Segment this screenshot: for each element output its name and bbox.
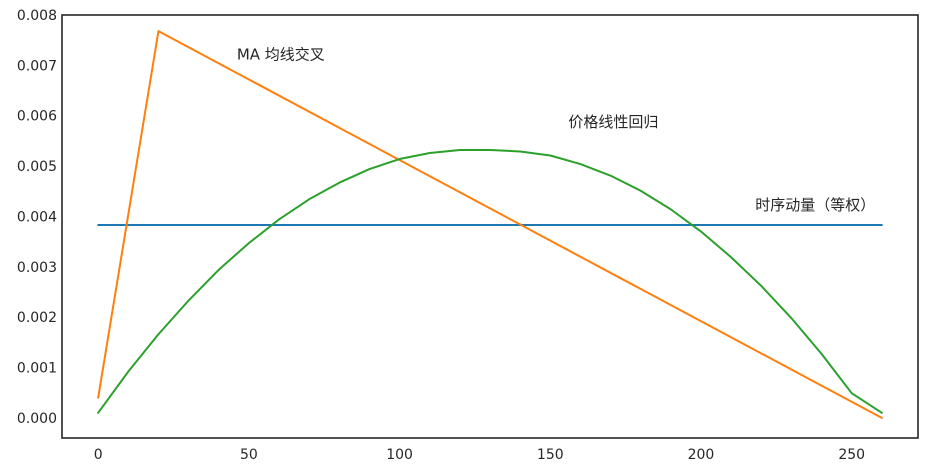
x-tick-label: 0 [94,447,103,463]
x-tick-label: 100 [386,447,413,463]
x-tick-label: 250 [838,447,865,463]
y-tick-label: 0.005 [17,159,57,175]
y-tick-label: 0.004 [17,209,57,225]
x-tick-label: 200 [688,447,715,463]
y-tick-label: 0.002 [17,310,57,326]
x-tick-label: 150 [537,447,564,463]
y-tick-label: 0.008 [17,8,57,24]
y-tick-label: 0.003 [17,260,57,276]
y-axis-ticks: 0.000 0.001 0.002 0.003 0.004 0.005 0.006 0.007… [17,8,57,427]
series-line [97,30,883,419]
series-layer [97,30,883,419]
y-tick-label: 0.007 [17,58,57,74]
series-annotation: 时序动量（等权） [755,196,875,214]
series-annotation: MA 均线交叉 [237,45,325,63]
series-annotation: 价格线性回归 [568,113,658,131]
y-tick-label: 0.006 [17,109,57,125]
x-axis-ticks: 0 50 100 150 200 250 [94,447,865,463]
y-tick-label: 0.000 [17,411,57,427]
plot-area [61,14,919,439]
series-line [97,148,883,414]
y-tick-label: 0.001 [17,361,57,377]
x-tick-label: 50 [240,447,258,463]
